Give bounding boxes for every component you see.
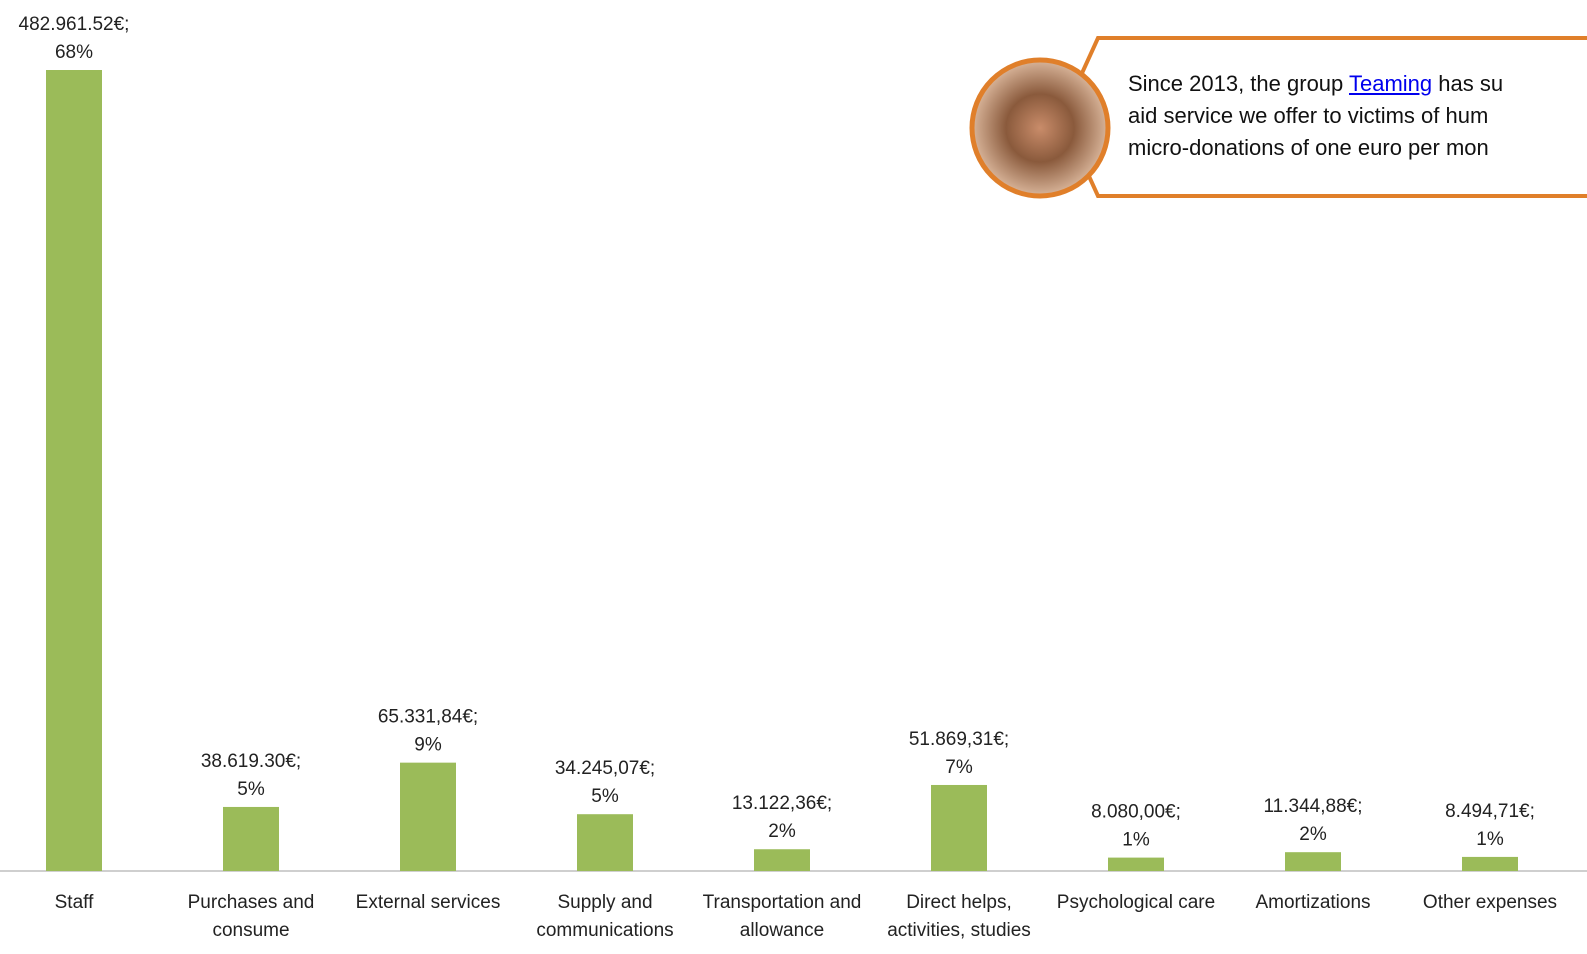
data-label: 9% (414, 735, 442, 756)
data-label: 68% (55, 42, 93, 63)
callout-line: micro-donations of one euro per mon (1128, 135, 1489, 160)
bar (1285, 852, 1341, 871)
data-label: 2% (1299, 824, 1327, 845)
bar (1462, 856, 1518, 871)
data-label: 1% (1476, 829, 1504, 850)
bar (754, 849, 810, 871)
x-tick-label: Transportation and allowance (702, 892, 862, 941)
x-tick-label: External services (355, 892, 501, 913)
data-label: 5% (237, 779, 265, 800)
bar (931, 784, 987, 871)
callout-text: Since 2013, the group Teaming has su aid… (1128, 68, 1503, 164)
data-label: 2% (768, 821, 796, 842)
data-label: 7% (945, 757, 973, 778)
data-label: 8.494,71€; (1445, 801, 1535, 822)
callout-image (969, 57, 1111, 199)
bar (223, 806, 279, 871)
x-tick-label: Direct helps, activities, studies (887, 892, 1031, 941)
data-label: 482.961.52€; (19, 14, 130, 35)
x-tick-label: Supply and communications (536, 892, 674, 941)
data-label: 13.122,36€; (732, 793, 832, 814)
data-label: 38.619.30€; (201, 751, 301, 772)
x-tick-label: Staff (54, 892, 94, 913)
callout-line: aid service we offer to victims of hum (1128, 103, 1489, 128)
x-tick-label: Purchases and consume (187, 892, 315, 941)
data-label: 51.869,31€; (909, 729, 1009, 750)
callout-line: Since 2013, the group (1128, 71, 1349, 96)
link[interactable]: Teaming (1349, 71, 1433, 96)
data-label: 5% (591, 786, 619, 807)
x-tick-label: Amortizations (1255, 892, 1371, 913)
bar (1108, 857, 1164, 871)
data-label: 65.331,84€; (378, 707, 478, 728)
data-label: 1% (1122, 830, 1150, 851)
bar (46, 70, 102, 871)
data-label: 11.344,88€; (1264, 796, 1363, 817)
x-tick-label: Psychological care (1056, 892, 1216, 913)
bar (577, 814, 633, 871)
data-label: 34.245,07€; (555, 758, 655, 779)
bar (400, 762, 456, 871)
callout-line: has su (1432, 71, 1504, 96)
data-label: 8.080,00€; (1091, 802, 1181, 823)
x-tick-label: Other expenses (1422, 892, 1558, 913)
